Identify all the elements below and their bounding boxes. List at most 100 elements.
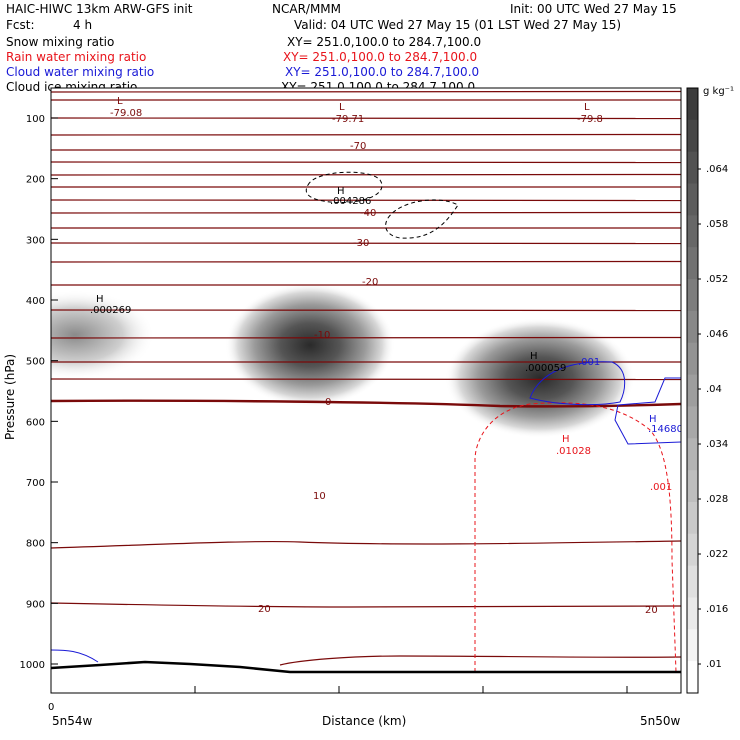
plot-frame bbox=[50, 87, 682, 694]
org-label: NCAR/MMM bbox=[272, 2, 341, 16]
temp-label-20b: 20 bbox=[645, 605, 658, 616]
colorbar-label: .052 bbox=[706, 274, 728, 285]
field-name-rain: Rain water mixing ratio bbox=[6, 50, 146, 64]
isotherm-lines bbox=[51, 90, 681, 381]
temp-label-m20: -20 bbox=[362, 277, 378, 288]
colorbar-swatch bbox=[687, 279, 698, 312]
field-name-cloudwater: Cloud water mixing ratio bbox=[6, 65, 154, 79]
cloudwater-contour-1 bbox=[529, 361, 626, 406]
shade-blob-center bbox=[225, 283, 395, 407]
colorbar-swatch bbox=[687, 374, 698, 407]
low-value-1: -79.08 bbox=[110, 108, 142, 119]
y-tick-label: 1000 bbox=[20, 660, 45, 671]
x-axis-title: Distance (km) bbox=[322, 714, 406, 728]
colorbar-label: .04 bbox=[706, 384, 722, 395]
temp-label-m30: -30 bbox=[353, 238, 369, 249]
y-tick-label: 100 bbox=[26, 114, 45, 125]
colorbar-swatch bbox=[687, 438, 698, 471]
cloudwater-contour-2 bbox=[614, 377, 681, 445]
colorbar-swatch bbox=[687, 597, 698, 630]
y-tick-label: 300 bbox=[26, 235, 45, 246]
isotherm-line bbox=[51, 117, 681, 120]
x-axis bbox=[50, 686, 628, 693]
colorbar-label: .016 bbox=[706, 604, 728, 615]
y-axis: 100 200 300 400 500 600 700 800 900 1000 bbox=[20, 114, 58, 671]
isotherm-lower-1 bbox=[51, 540, 681, 549]
y-tick-label: 900 bbox=[26, 599, 45, 610]
colorbar-label: .01 bbox=[706, 659, 722, 670]
colorbar-swatch bbox=[687, 565, 698, 598]
high-value-ice: .004286 bbox=[330, 196, 371, 207]
y-tick-label: 600 bbox=[26, 417, 45, 428]
fcst-label: Fcst: bbox=[6, 18, 35, 32]
high-marker-right: H bbox=[530, 351, 538, 362]
y-tick-label: 200 bbox=[26, 175, 45, 186]
x-axis-right-label: 5n50w bbox=[640, 714, 681, 728]
colorbar-label: .022 bbox=[706, 549, 728, 560]
isotherm-line bbox=[51, 90, 681, 93]
low-value-3: -79.8 bbox=[577, 114, 603, 125]
colorbar-frame bbox=[686, 87, 699, 694]
colorbar-unit: g kg⁻¹ bbox=[703, 86, 734, 97]
low-marker-3: L bbox=[584, 102, 590, 113]
colorbar-swatch bbox=[687, 406, 698, 439]
colorbar-swatch bbox=[687, 119, 698, 153]
y-axis-title: Pressure (hPa) bbox=[3, 354, 17, 440]
field-xy-cloudwater: XY= 251.0,100.0 to 284.7,100.0 bbox=[285, 65, 479, 79]
colorbar-swatch bbox=[687, 342, 698, 376]
cloudwater-contour-3 bbox=[51, 649, 99, 663]
low-marker-1: L bbox=[117, 96, 123, 107]
shade-blob-left bbox=[51, 290, 155, 380]
colorbar-label: .034 bbox=[706, 439, 728, 450]
rain-contour bbox=[474, 402, 677, 673]
colorbar-swatch bbox=[687, 247, 698, 280]
colorbar-swatch bbox=[687, 470, 698, 503]
colorbar-label: .046 bbox=[706, 329, 728, 340]
isotherm-line bbox=[51, 242, 681, 245]
high-marker-left: H bbox=[96, 294, 104, 305]
isotherm-line bbox=[51, 199, 681, 202]
y-tick-label: 500 bbox=[26, 357, 45, 368]
valid-time: Valid: 04 UTC Wed 27 May 15 (01 LST Wed … bbox=[294, 18, 621, 32]
high-value-cloudwater: .14680 bbox=[648, 424, 683, 435]
isotherm-line bbox=[51, 211, 681, 214]
colorbar: .01 .016 .022 .028 .034 .04 .046 .052 .058 .064 bbox=[686, 87, 728, 694]
model-title: HAIC-HIWC 13km ARW-GFS init bbox=[6, 2, 193, 16]
colorbar-label: .064 bbox=[706, 164, 728, 175]
colorbar-swatch bbox=[687, 310, 698, 344]
temp-label-0: 0 bbox=[325, 397, 331, 408]
field-name-snow: Snow mixing ratio bbox=[6, 35, 114, 49]
isotherm-line bbox=[51, 378, 681, 381]
colorbar-swatch bbox=[687, 501, 698, 535]
freezing-level bbox=[51, 399, 681, 408]
y-tick-label: 800 bbox=[26, 539, 45, 550]
temp-label-m70: -70 bbox=[350, 141, 366, 152]
fcst-value: 4 h bbox=[73, 18, 92, 32]
colorbar-swatch bbox=[687, 215, 698, 248]
colorbar-swatch bbox=[687, 661, 698, 694]
high-marker-ice: H bbox=[337, 186, 345, 197]
y-tick-label: 700 bbox=[26, 478, 45, 489]
low-value-2: -79.71 bbox=[332, 114, 364, 125]
low-marker-2: L bbox=[339, 102, 345, 113]
colorbar-swatch bbox=[687, 151, 698, 185]
cloudwater-contour-label: .001 bbox=[578, 357, 600, 368]
temp-label-10: 10 bbox=[313, 491, 326, 502]
colorbar-swatch bbox=[687, 533, 698, 567]
high-marker-rain: H bbox=[562, 434, 570, 445]
temp-label-m10: -10 bbox=[314, 330, 330, 341]
x-tick-zero: 0 bbox=[48, 702, 54, 713]
colorbar-swatch bbox=[687, 88, 698, 121]
plot-area: -70 -40 -30 -20 -10 0 10 20 20 L -79.08 … bbox=[51, 88, 683, 693]
high-value-rain: .01028 bbox=[556, 446, 591, 457]
high-value-right: .000059 bbox=[525, 363, 566, 374]
field-xy-snow: XY= 251.0,100.0 to 284.7,100.0 bbox=[287, 35, 481, 49]
x-axis-left-label: 5n54w bbox=[52, 714, 93, 728]
high-marker-cloudwater: H bbox=[649, 414, 657, 425]
isotherm-line bbox=[51, 161, 681, 164]
isotherm-line bbox=[51, 133, 681, 136]
isotherm-lower-2 bbox=[51, 602, 681, 608]
init-time: Init: 00 UTC Wed 27 May 15 bbox=[510, 2, 677, 16]
rain-contour-label: .001 bbox=[650, 482, 672, 493]
